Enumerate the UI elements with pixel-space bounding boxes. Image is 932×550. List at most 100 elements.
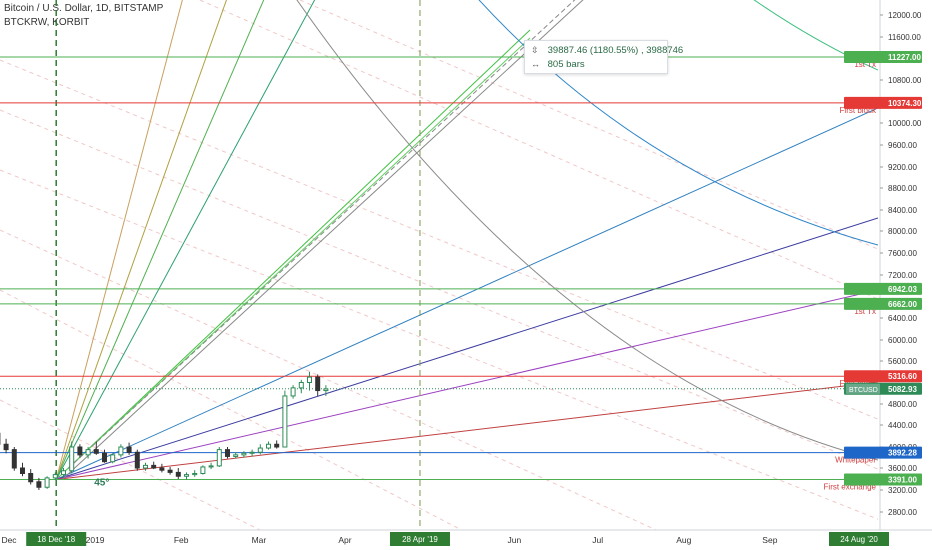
level-price-label: 10374.30: [888, 99, 922, 108]
price-tick-label: 11600.00: [888, 33, 921, 42]
background-fan-line: [0, 229, 658, 530]
gann-arc-gray: [296, 0, 878, 461]
candle-body: [36, 481, 42, 488]
candle-body: [126, 446, 132, 453]
price-tick-label: 8400.00: [888, 206, 917, 215]
candle-body: [93, 449, 99, 454]
gann-fan-line: [56, 289, 878, 480]
candle-body: [265, 443, 271, 449]
candle-body: [323, 388, 329, 392]
candle-body: [19, 467, 25, 474]
level-price-tag: [844, 297, 922, 310]
level-note: 1st Tx: [854, 307, 876, 316]
candle-body: [151, 464, 157, 469]
background-fan-line: [0, 289, 463, 530]
date-highlight-tag: [829, 532, 889, 546]
date-tick-label: Jun: [508, 535, 522, 545]
date-highlight-label: 18 Dec '18: [37, 535, 76, 544]
candle-body: [192, 473, 198, 476]
candle-body: [167, 469, 173, 473]
price-tick-label: 4800.00: [888, 400, 917, 409]
price-tick-label: 8800.00: [888, 184, 917, 193]
symbol-tag-label: BTCUSD: [849, 387, 878, 394]
price-tick-label: 6000.00: [888, 336, 917, 345]
candle-body: [85, 449, 91, 456]
level-price-tag: [844, 96, 922, 109]
price-tick-label: 8000.00: [888, 227, 917, 236]
candle-body: [110, 454, 116, 463]
level-note: 1st Tx: [854, 60, 876, 69]
level-price-label: 11227.00: [888, 53, 921, 62]
candle-body: [183, 474, 189, 477]
level-price-tag: [844, 473, 922, 486]
candle-body: [69, 446, 75, 472]
gann-fan-line: [56, 381, 878, 480]
gann-fan-line: [56, 107, 878, 480]
price-tick-label: 7200.00: [888, 271, 917, 280]
candle-body: [159, 467, 165, 471]
date-highlight-label: 24 Aug '20: [840, 535, 878, 544]
candle-body: [282, 395, 288, 448]
level-price-tag: [844, 51, 922, 64]
price-tick-label: 10000.00: [888, 119, 922, 128]
gann-dashed-line: [55, 0, 576, 480]
level-price-label: 3892.28: [888, 449, 917, 458]
price-tick-label: 10800.00: [888, 76, 922, 85]
candle-body: [77, 446, 83, 456]
measure-tooltip: ⇳ 39887.46 (1180.55%) , 3988746 ↔ 805 ba…: [524, 40, 683, 74]
bars-range-icon: ↔: [531, 59, 540, 69]
candle-body: [290, 387, 296, 397]
candle-body: [142, 464, 148, 469]
candle-body: [200, 466, 206, 475]
gann-fan-line: [55, 0, 265, 480]
level-price-label: 6942.03: [888, 285, 917, 294]
candle-body: [101, 452, 107, 463]
price-axis-bg: [880, 0, 932, 530]
level-price-tag: [844, 370, 922, 383]
candle-body: [257, 447, 263, 453]
tooltip-bars: 805 bars: [547, 59, 585, 70]
level-price-label: 3391.00: [888, 475, 917, 484]
level-price-tag: [844, 282, 922, 295]
candle-body: [28, 473, 34, 483]
level-price-label: 5316.60: [888, 372, 917, 381]
level-price-tag: [844, 446, 922, 459]
candle-body: [306, 376, 312, 383]
candle-body: [249, 451, 255, 454]
tooltip-price-change: 39887.46 (1180.55%) , 3988746: [547, 45, 684, 56]
background-fan-line: [199, 0, 878, 300]
price-tick-label: 2800.00: [888, 508, 917, 517]
background-fan-line: [0, 59, 878, 420]
chart-title: Bitcoin / U.S. Dollar, 1D, BITSTAMP: [4, 3, 164, 14]
candle-body: [208, 465, 214, 468]
price-tick-label: 4400.00: [888, 421, 917, 430]
candle-body: [3, 443, 9, 451]
gann-arc-blue: [478, 0, 878, 246]
background-fan-line: [299, 0, 878, 250]
gann-fan-line: [55, 0, 227, 480]
background-fan-line: [0, 169, 878, 520]
date-tick-label: Sep: [762, 535, 777, 545]
gann-fan-line: [55, 29, 531, 480]
background-fan-line: [0, 109, 878, 470]
candle-body: [175, 471, 181, 477]
symbol-tag: [846, 383, 880, 394]
date-tick-label: 2019: [86, 535, 105, 545]
candle-body: [241, 452, 247, 456]
date-tick-label: Aug: [676, 535, 691, 545]
date-highlight-label: 28 Apr '19: [402, 535, 438, 544]
date-tick-label: Feb: [174, 535, 189, 545]
level-note: First block: [840, 106, 877, 115]
background-fan-line: [0, 399, 262, 530]
candle-body: [224, 449, 230, 457]
gann-fan-line: [56, 217, 878, 480]
candle-body: [44, 477, 50, 488]
gann-fan-line: [55, 0, 316, 480]
date-tick-label: Jul: [592, 535, 603, 545]
price-range-icon: ⇳: [531, 45, 539, 55]
fan-angle-label: 45°: [94, 477, 109, 488]
candle-body: [52, 474, 58, 479]
gann-reference-line: [61, 0, 584, 480]
